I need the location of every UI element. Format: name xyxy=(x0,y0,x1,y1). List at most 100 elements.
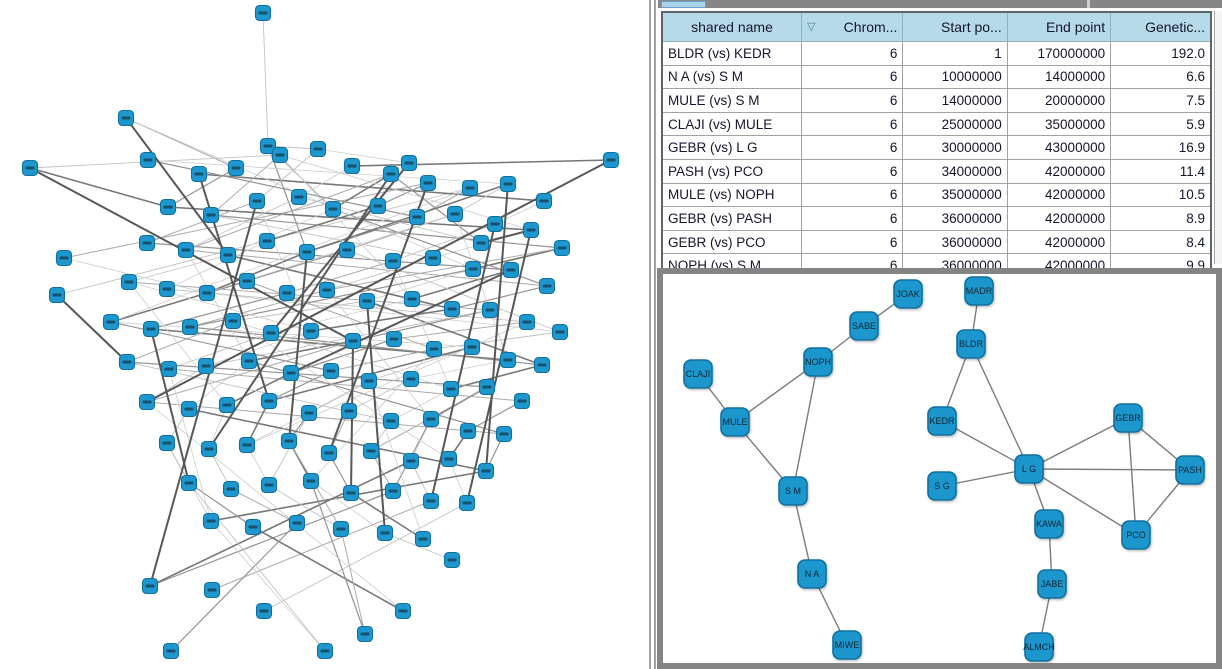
network-node[interactable] xyxy=(322,362,340,380)
node-shape[interactable] xyxy=(1113,403,1143,433)
network-node[interactable] xyxy=(159,198,177,216)
network-node[interactable] xyxy=(356,625,374,643)
network-edge[interactable] xyxy=(792,361,819,492)
table-cell[interactable]: CLAJI (vs) MULE xyxy=(661,111,802,137)
network-node[interactable]: SABE xyxy=(849,311,879,341)
column-header-1[interactable]: ▽ Chrom... xyxy=(800,11,904,42)
network-node[interactable] xyxy=(21,159,39,177)
network-node[interactable] xyxy=(138,393,156,411)
network-node[interactable] xyxy=(120,273,138,291)
table-cell[interactable]: 8.4 xyxy=(1110,229,1212,255)
table-cell[interactable]: 6 xyxy=(800,206,904,231)
table-cell[interactable]: BLDR (vs) KEDR xyxy=(661,41,802,66)
table-cell[interactable]: 42000000 xyxy=(1006,229,1112,255)
network-node[interactable] xyxy=(403,290,421,308)
network-node[interactable] xyxy=(117,109,135,127)
column-header-2[interactable]: Start po... xyxy=(902,11,1008,42)
network-node[interactable] xyxy=(464,260,482,278)
network-node[interactable] xyxy=(376,524,394,542)
network-node[interactable]: MIWE xyxy=(832,630,862,660)
node-shape[interactable] xyxy=(893,279,923,309)
network-node[interactable]: S G xyxy=(927,471,957,501)
column-header-0[interactable]: shared name xyxy=(661,11,802,42)
network-node[interactable] xyxy=(440,450,458,468)
table-cell[interactable]: 42000000 xyxy=(1006,206,1112,231)
network-node[interactable] xyxy=(385,330,403,348)
table-cell[interactable]: 5.9 xyxy=(1110,111,1212,137)
node-shape[interactable] xyxy=(720,407,750,437)
node-shape[interactable] xyxy=(1175,455,1205,485)
table-row[interactable]: PASH (vs) PCO 6 34000000 42000000 11.4 xyxy=(661,158,1212,184)
network-node[interactable]: ALMCH xyxy=(1023,632,1055,662)
network-node[interactable] xyxy=(278,284,296,302)
network-node[interactable] xyxy=(340,402,358,420)
network-node[interactable] xyxy=(400,154,418,172)
network-node[interactable] xyxy=(300,404,318,422)
network-node[interactable] xyxy=(538,277,556,295)
network-node[interactable] xyxy=(463,338,481,356)
network-node[interactable] xyxy=(481,301,499,319)
network-node[interactable] xyxy=(238,272,256,290)
node-shape[interactable] xyxy=(803,347,833,377)
table-cell[interactable]: 6 xyxy=(800,64,904,90)
table-cell[interactable]: 8.9 xyxy=(1110,206,1212,231)
network-node[interactable] xyxy=(280,432,298,450)
table-cell[interactable]: 6 xyxy=(800,182,904,208)
network-node[interactable] xyxy=(553,239,571,257)
network-node[interactable] xyxy=(318,281,336,299)
network-node[interactable] xyxy=(244,518,262,536)
table-cell[interactable]: 42000000 xyxy=(1006,158,1112,184)
network-node[interactable] xyxy=(424,249,442,267)
network-node[interactable] xyxy=(446,205,464,223)
network-node[interactable] xyxy=(298,243,316,261)
node-shape[interactable] xyxy=(964,276,994,306)
table-cell[interactable]: 10000000 xyxy=(902,64,1008,90)
network-node[interactable] xyxy=(459,422,477,440)
network-node[interactable] xyxy=(262,324,280,342)
network-node[interactable] xyxy=(402,452,420,470)
network-node[interactable] xyxy=(495,425,513,443)
table-cell[interactable]: 170000000 xyxy=(1006,41,1112,66)
network-edge[interactable] xyxy=(970,343,1030,470)
table-cell[interactable]: MULE (vs) NOPH xyxy=(661,182,802,208)
table-cell[interactable]: GEBR (vs) PASH xyxy=(661,206,802,231)
network-node[interactable] xyxy=(227,159,245,177)
network-node[interactable] xyxy=(343,157,361,175)
network-node[interactable] xyxy=(443,300,461,318)
network-node[interactable] xyxy=(394,602,412,620)
table-cell[interactable]: 6.6 xyxy=(1110,64,1212,90)
table-cell[interactable]: 6 xyxy=(800,88,904,113)
network-node[interactable] xyxy=(202,512,220,530)
network-node[interactable] xyxy=(309,140,327,158)
network-node[interactable] xyxy=(282,364,300,382)
overview-network-canvas[interactable] xyxy=(0,0,648,669)
table-cell[interactable]: 1 xyxy=(902,41,1008,66)
network-node[interactable] xyxy=(518,313,536,331)
network-node[interactable] xyxy=(320,444,338,462)
table-cell[interactable]: 14000000 xyxy=(902,88,1008,113)
network-node[interactable] xyxy=(141,577,159,595)
table-row[interactable]: GEBR (vs) L G 6 30000000 43000000 16.9 xyxy=(661,135,1212,160)
table-cell[interactable]: 14000000 xyxy=(1006,64,1112,90)
network-node[interactable] xyxy=(302,472,320,490)
network-edge[interactable] xyxy=(1127,417,1137,536)
network-node[interactable] xyxy=(477,462,495,480)
filter-icon[interactable]: ▽ xyxy=(807,21,816,33)
network-node[interactable] xyxy=(408,208,426,226)
table-cell[interactable]: 11.4 xyxy=(1110,158,1212,184)
table-cell[interactable]: 6 xyxy=(800,135,904,160)
network-node[interactable] xyxy=(102,313,120,331)
table-cell[interactable]: GEBR (vs) L G xyxy=(661,135,802,160)
network-node[interactable] xyxy=(342,484,360,502)
table-row[interactable]: GEBR (vs) PASH 6 36000000 42000000 8.9 xyxy=(661,206,1212,231)
node-shape[interactable] xyxy=(927,406,957,436)
network-node[interactable] xyxy=(238,436,256,454)
table-cell[interactable]: 16.9 xyxy=(1110,135,1212,160)
node-shape[interactable] xyxy=(778,476,808,506)
network-node[interactable] xyxy=(486,215,504,233)
table-cell[interactable]: 34000000 xyxy=(902,158,1008,184)
network-node[interactable] xyxy=(535,192,553,210)
table-cell[interactable]: MULE (vs) S M xyxy=(661,88,802,113)
table-cell[interactable]: GEBR (vs) PCO xyxy=(661,229,802,255)
table-row[interactable]: MULE (vs) S M 6 14000000 20000000 7.5 xyxy=(661,88,1212,113)
